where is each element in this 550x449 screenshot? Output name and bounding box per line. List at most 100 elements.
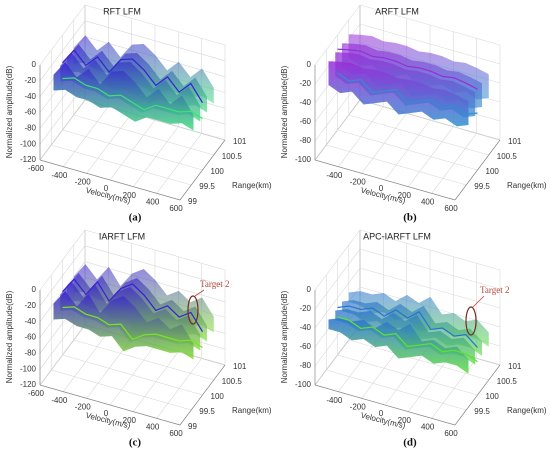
grid-line	[84, 245, 226, 287]
axis-line	[179, 364, 226, 426]
x-axis-label: Velocity(m/s)	[360, 411, 407, 431]
grid-line	[84, 4, 226, 46]
axis-line	[39, 384, 181, 426]
grid-line	[359, 99, 501, 141]
grid-line	[73, 339, 214, 381]
z-tick-label: -40	[299, 323, 311, 332]
target-ellipse	[465, 306, 477, 336]
y-tick-label: 100.5	[497, 152, 518, 161]
z-tick-label: 0	[32, 60, 37, 69]
grid-line	[51, 369, 192, 411]
y-tick-label: 101	[508, 137, 522, 146]
chart-title: APC-IARFT LFM	[363, 231, 431, 241]
target-ellipse	[187, 295, 199, 325]
grid-line	[326, 144, 467, 186]
z-tick-label: -80	[24, 348, 36, 357]
z-tick-label: -60	[299, 342, 311, 351]
axis-line	[179, 139, 226, 201]
z-tick-label: -20	[24, 301, 36, 310]
grid-line	[314, 248, 361, 310]
surface	[328, 61, 469, 127]
grid-line	[39, 245, 86, 307]
x-tick-label: 0	[104, 184, 109, 193]
z-tick-label: -80	[24, 123, 36, 132]
grid-line	[359, 248, 501, 290]
y-tick-label: 100	[211, 167, 225, 176]
z-axis-label: Normalized amplitude(dB)	[5, 290, 14, 383]
y-tick-label: 99.5	[474, 182, 490, 191]
annotation: Target 2	[480, 285, 509, 295]
grid-line	[62, 354, 203, 396]
y-tick-label: 101	[233, 362, 247, 371]
grid-line	[314, 4, 361, 66]
z-tick-label: -40	[24, 317, 36, 326]
y-tick-label: 100.5	[222, 377, 243, 386]
floor-line	[62, 306, 203, 349]
peak-line	[62, 49, 204, 104]
y-tick-label: 100.5	[222, 152, 243, 161]
x-tick-label: 400	[421, 197, 435, 206]
z-tick-label: -100	[295, 155, 312, 164]
peak-line	[337, 305, 478, 348]
x-tick-label: 200	[123, 416, 137, 425]
panel: -100-80-60-40-200-400-200020040060099.51…	[280, 4, 547, 224]
grid-line	[326, 369, 467, 411]
x-tick-label: 0	[379, 409, 384, 418]
grid-line	[51, 144, 192, 186]
chart-title: ARFT LFM	[375, 6, 419, 16]
peak-line	[62, 278, 204, 332]
z-tick-label: -100	[295, 380, 312, 389]
x-tick-label: -600	[28, 389, 45, 398]
grid-line	[359, 229, 501, 271]
y-axis-label: Range(km)	[507, 406, 547, 415]
surface	[328, 318, 469, 374]
axis-line	[314, 384, 456, 426]
x-tick-label: -400	[326, 396, 343, 405]
z-tick-label: -40	[24, 92, 36, 101]
grid-line	[348, 114, 489, 156]
z-tick-label: -20	[299, 79, 311, 88]
axis-line	[39, 159, 181, 201]
x-tick-label: 200	[398, 416, 412, 425]
grid-line	[73, 114, 214, 156]
x-tick-label: -200	[75, 402, 92, 411]
z-tick-label: -60	[24, 333, 36, 342]
z-tick-label: -100	[20, 364, 37, 373]
y-tick-label: 101	[508, 362, 522, 371]
panel: -120-100-80-60-40-200-600-400-2000200400…	[5, 229, 272, 449]
grid-line	[359, 4, 501, 46]
axis-line	[454, 364, 501, 426]
z-axis-label: Normalized amplitude(dB)	[5, 65, 14, 158]
x-tick-label: -400	[51, 396, 68, 405]
x-tick-label: 200	[123, 191, 137, 200]
axis-line	[314, 159, 456, 201]
grid-line	[359, 23, 501, 65]
arrow	[194, 289, 205, 297]
annotation: Target 2	[200, 279, 229, 289]
x-tick-label: 200	[398, 191, 412, 200]
grid-line	[84, 20, 226, 62]
caption: (a)	[129, 212, 142, 224]
z-tick-label: -60	[24, 108, 36, 117]
z-tick-label: -20	[24, 76, 36, 85]
grid-line	[348, 339, 489, 381]
grid-line	[314, 99, 361, 161]
grid-line	[314, 267, 361, 329]
arrow	[472, 295, 485, 308]
x-tick-label: 600	[169, 204, 183, 213]
z-tick-label: 0	[32, 285, 37, 294]
grid-line	[62, 129, 203, 171]
y-tick-label: 99.5	[199, 182, 215, 191]
panel: -100-80-60-40-200-400-200020040060099.51…	[280, 229, 547, 449]
x-axis-label: Velocity(m/s)	[360, 186, 407, 206]
z-tick-label: -80	[299, 361, 311, 370]
floor-line	[337, 316, 478, 363]
y-tick-label: 99.5	[199, 407, 215, 416]
surface	[53, 291, 194, 360]
grid-line	[314, 229, 361, 291]
z-tick-label: -80	[299, 136, 311, 145]
y-tick-label: 99	[188, 197, 197, 206]
x-tick-label: 600	[169, 429, 183, 438]
x-tick-label: -200	[350, 177, 367, 186]
